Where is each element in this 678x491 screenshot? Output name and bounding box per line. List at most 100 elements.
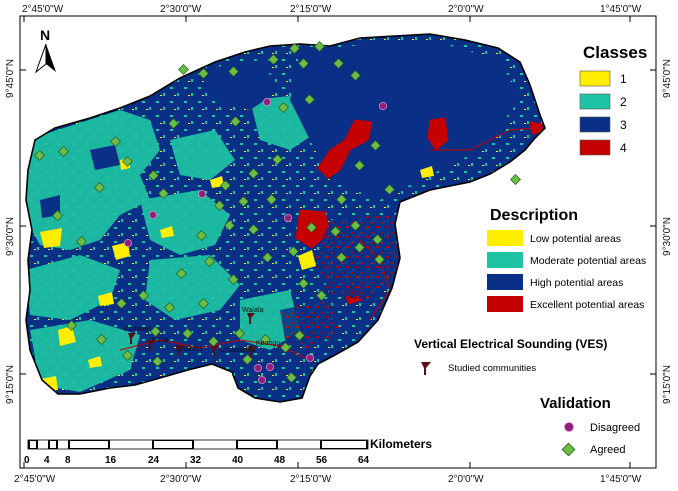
community-marker-icon bbox=[211, 346, 219, 357]
north-label: N bbox=[40, 27, 50, 43]
scale-bar: Kilometers 0 4 8 16 24 32 40 48 56 64 bbox=[24, 437, 432, 466]
scale-tick-label: 56 bbox=[316, 455, 328, 466]
agreed-marker bbox=[289, 43, 300, 54]
agreed-marker bbox=[374, 254, 385, 265]
agreed-marker bbox=[58, 146, 69, 157]
agreed-points-layer bbox=[34, 41, 521, 383]
legend-ves-item: Studied communities bbox=[448, 363, 536, 374]
agreed-marker bbox=[208, 336, 219, 347]
disagreed-marker bbox=[265, 362, 274, 371]
disagreed-points-layer bbox=[124, 98, 387, 384]
community-label: Chiabakulu bbox=[220, 347, 255, 354]
legend-ves: Vertical Electrical Sounding (VES) Studi… bbox=[414, 337, 607, 375]
lon-label-bottom: 2°15'0"W bbox=[290, 474, 332, 485]
agreed-marker bbox=[164, 302, 175, 313]
community-marker-icon bbox=[176, 345, 184, 356]
disagreed-marker bbox=[253, 363, 262, 372]
agreed-marker bbox=[272, 154, 283, 165]
class-1-label: 1 bbox=[620, 72, 627, 86]
legend-ves-title: Vertical Electrical Sounding (VES) bbox=[414, 337, 607, 351]
agreed-marker bbox=[260, 334, 271, 345]
scale-tick-label: 0 bbox=[24, 455, 30, 466]
legend-classes-title: Classes bbox=[583, 43, 647, 62]
agreed-marker bbox=[234, 328, 245, 339]
scale-tick-label: 48 bbox=[274, 455, 286, 466]
high-label: High potential areas bbox=[530, 277, 623, 289]
scale-tick-label: 4 bbox=[44, 455, 50, 466]
lat-label-left: 9°45'0"N bbox=[5, 59, 16, 98]
low-swatch bbox=[487, 230, 523, 246]
agreed-marker bbox=[168, 118, 179, 129]
agreed-marker bbox=[336, 194, 347, 205]
agreed-marker bbox=[336, 252, 347, 263]
lon-label-bottom: 2°30'0"W bbox=[160, 474, 202, 485]
community-label: Konwieri bbox=[124, 326, 151, 333]
agreed-marker bbox=[198, 298, 209, 309]
excellent-label: Excellent potential areas bbox=[530, 299, 644, 311]
disagreed-marker bbox=[197, 189, 206, 198]
agreed-marker bbox=[66, 320, 77, 331]
class-2-label: 2 bbox=[620, 95, 627, 109]
lon-label-top: 2°30'0"W bbox=[160, 4, 202, 15]
disagreed-marker bbox=[262, 98, 271, 107]
lat-label-right: 9°15'0"N bbox=[662, 365, 673, 404]
community-label: Kpongu bbox=[256, 340, 280, 347]
agreed-marker bbox=[278, 102, 289, 113]
agreed-marker bbox=[228, 274, 239, 285]
agreed-legend-icon bbox=[561, 442, 576, 457]
high-swatch bbox=[487, 274, 523, 290]
agreed-marker bbox=[286, 372, 297, 383]
graticule-ticks bbox=[20, 16, 656, 468]
community-label: Wa/ala bbox=[242, 307, 264, 314]
agreed-marker bbox=[350, 220, 361, 231]
disagreed-marker bbox=[257, 375, 266, 384]
agreed-marker bbox=[354, 160, 365, 171]
excellent-swatch bbox=[487, 296, 523, 312]
agreed-marker bbox=[266, 194, 277, 205]
agreed-marker bbox=[198, 68, 209, 79]
agreed-marker bbox=[182, 328, 193, 339]
agreed-marker bbox=[196, 230, 207, 241]
agreed-marker bbox=[96, 334, 107, 345]
agreed-marker bbox=[248, 168, 259, 179]
agreed-marker bbox=[294, 330, 305, 341]
low-label: Low potential areas bbox=[530, 233, 621, 245]
disagreed-marker bbox=[283, 213, 292, 222]
agreed-marker bbox=[298, 58, 309, 69]
legend-description-title: Description bbox=[490, 207, 578, 224]
agreed-marker bbox=[288, 246, 299, 257]
legend-agreed-label: Agreed bbox=[590, 444, 625, 456]
lon-label-top: 2°0'0"W bbox=[448, 4, 484, 15]
agreed-marker bbox=[228, 66, 239, 77]
agreed-marker bbox=[52, 210, 63, 221]
agreed-marker bbox=[354, 242, 365, 253]
lon-label-bottom: 1°45'0"W bbox=[600, 474, 642, 485]
class-4-label: 4 bbox=[620, 141, 627, 155]
agreed-marker bbox=[306, 222, 317, 233]
agreed-marker bbox=[230, 116, 241, 127]
legend-classes: Classes 1 2 3 4 bbox=[579, 43, 647, 156]
lon-label-top: 1°45'0"W bbox=[600, 4, 642, 15]
class-3-swatch bbox=[579, 116, 611, 133]
communities-layer: Konwieri Kaha Chamba Chiabakulu Wa/ala K… bbox=[124, 307, 280, 357]
disagreed-legend-icon bbox=[564, 422, 574, 432]
agreed-marker bbox=[238, 196, 249, 207]
community-label: Chamba bbox=[176, 346, 203, 353]
graticule-labels: 2°45'0"W 2°30'0"W 2°15'0"W 2°0'0"W 1°45'… bbox=[5, 4, 673, 485]
moderate-swatch bbox=[487, 252, 523, 268]
legend-validation-title: Validation bbox=[540, 395, 611, 412]
lon-label-bottom: 2°0'0"W bbox=[448, 474, 484, 485]
scale-tick-label: 40 bbox=[232, 455, 244, 466]
agreed-marker bbox=[158, 188, 169, 199]
agreed-marker bbox=[314, 41, 325, 52]
agreed-marker bbox=[224, 220, 235, 231]
agreed-marker bbox=[214, 200, 225, 211]
agreed-marker bbox=[150, 326, 161, 337]
agreed-marker bbox=[304, 94, 315, 105]
class-2-swatch bbox=[579, 93, 611, 110]
scale-tick-label: 16 bbox=[105, 455, 117, 466]
legend-validation: Validation Disagreed Agreed bbox=[540, 395, 640, 457]
agreed-marker bbox=[122, 350, 133, 361]
